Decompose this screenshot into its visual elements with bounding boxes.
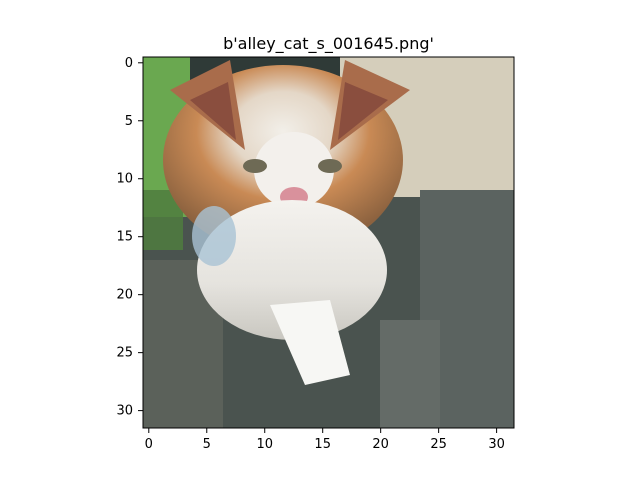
x-tick-label: 5 bbox=[203, 437, 211, 452]
y-tick-label: 0 bbox=[125, 56, 133, 71]
cat-body bbox=[197, 200, 387, 340]
y-tick-label: 15 bbox=[116, 230, 133, 245]
cat-chest-shadow-left bbox=[192, 206, 236, 266]
cat-right-eye bbox=[318, 159, 342, 173]
x-tick-label: 20 bbox=[372, 437, 389, 452]
cat-face-blaze bbox=[254, 132, 334, 208]
cat-right-ear-inner bbox=[338, 82, 388, 140]
texture-block bbox=[380, 320, 440, 428]
x-tick-label: 10 bbox=[256, 437, 273, 452]
y-axis-ticks: 0 5 10 15 20 25 30 bbox=[116, 56, 143, 419]
y-tick-label: 5 bbox=[125, 114, 133, 129]
x-tick-label: 25 bbox=[430, 437, 447, 452]
cat-left-eye bbox=[243, 159, 267, 173]
y-tick-label: 20 bbox=[116, 288, 133, 303]
cat-image bbox=[143, 57, 514, 428]
cat-paw bbox=[270, 300, 350, 385]
x-tick-label: 30 bbox=[488, 437, 505, 452]
y-tick-label: 25 bbox=[116, 346, 133, 361]
axes-frame bbox=[142, 56, 515, 429]
x-tick-label: 0 bbox=[145, 437, 153, 452]
x-tick-label: 15 bbox=[314, 437, 331, 452]
plot-title: b'alley_cat_s_001645.png' bbox=[223, 34, 434, 54]
y-tick-label: 30 bbox=[116, 404, 133, 419]
y-tick-label: 10 bbox=[116, 172, 133, 187]
x-axis-ticks: 0 5 10 15 20 25 30 bbox=[145, 428, 505, 452]
cat-left-ear-inner bbox=[190, 82, 236, 140]
